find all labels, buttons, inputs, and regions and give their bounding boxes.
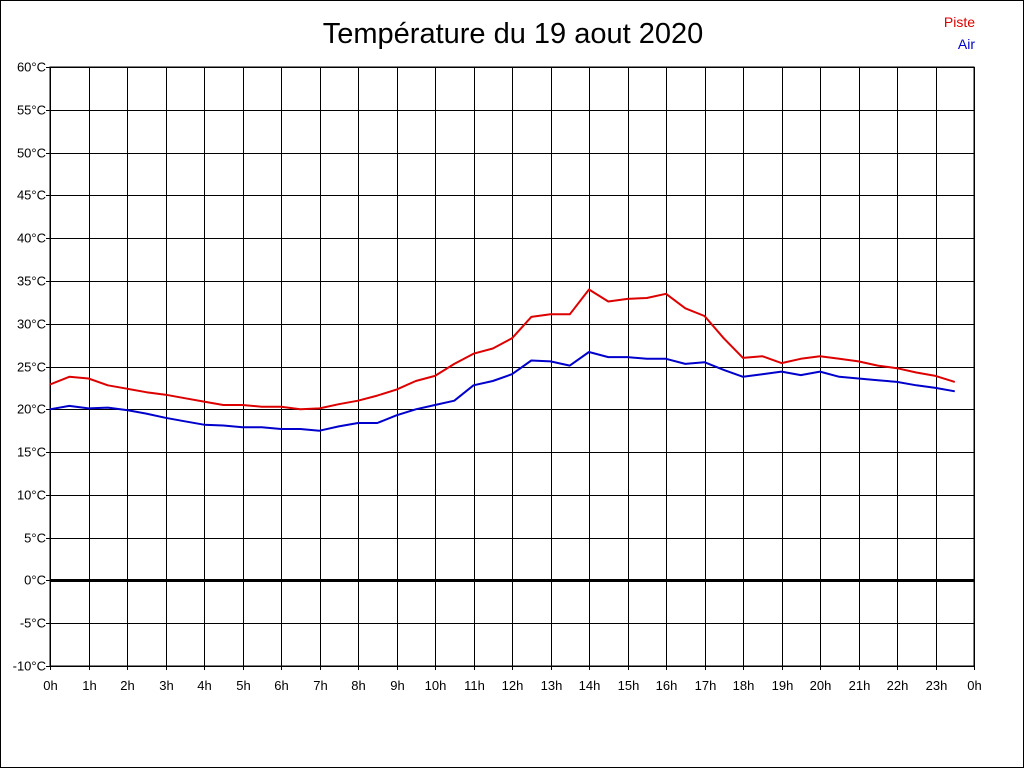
series-line-piste xyxy=(49,288,956,411)
legend-entry-air: Air xyxy=(957,36,975,52)
y-tick-label: 5°C xyxy=(24,531,46,546)
x-tick-label: 17h xyxy=(695,678,717,693)
x-tick-label: 12h xyxy=(502,678,524,693)
x-tick-label: 21h xyxy=(849,678,871,693)
chart-title: Température du 19 aout 2020 xyxy=(322,18,704,50)
x-tick-label: 7h xyxy=(313,678,327,693)
x-tick-label: 13h xyxy=(541,678,563,693)
x-tick-label: 4h xyxy=(197,678,211,693)
x-tick-label: 14h xyxy=(579,678,601,693)
grid-layer xyxy=(49,66,975,667)
y-tick-label: -5°C xyxy=(20,616,46,631)
y-tick-label: 55°C xyxy=(17,103,46,118)
y-tick-label: -10°C xyxy=(13,659,46,674)
y-tick-label: 60°C xyxy=(17,60,46,75)
series-layer xyxy=(49,288,956,432)
x-tick-label: 0h xyxy=(967,678,981,693)
y-tick-label: 40°C xyxy=(17,231,46,246)
y-tick-label: 30°C xyxy=(17,317,46,332)
x-tick-label: 18h xyxy=(733,678,755,693)
x-tick-label: 10h xyxy=(425,678,447,693)
x-tick-label: 16h xyxy=(656,678,678,693)
x-tick-label: 19h xyxy=(772,678,794,693)
y-tick-label: 0°C xyxy=(24,573,46,588)
x-tick-label: 15h xyxy=(618,678,640,693)
series-line-air xyxy=(49,351,955,432)
x-tick-label: 9h xyxy=(390,678,404,693)
x-tick-label: 0h xyxy=(43,678,57,693)
x-tick-label: 1h xyxy=(82,678,96,693)
y-tick-label: 50°C xyxy=(17,146,46,161)
axis-layer: 60°C 55°C 50°C 45°C 40°C 35°C 30°C 25°C 20°C 15°C… xyxy=(13,60,982,694)
y-tick-label: 15°C xyxy=(17,445,46,460)
legend-entry-piste: Piste xyxy=(943,14,975,30)
y-tick-label: 25°C xyxy=(17,360,46,375)
y-tick-label: 10°C xyxy=(17,488,46,503)
x-tick-label: 6h xyxy=(274,678,288,693)
y-tick-label: 20°C xyxy=(17,402,46,417)
x-tick-label: 20h xyxy=(810,678,832,693)
y-tick-label: 35°C xyxy=(17,274,46,289)
x-tick-label: 8h xyxy=(351,678,365,693)
x-tick-label: 22h xyxy=(887,678,909,693)
x-tick-label: 11h xyxy=(464,678,485,693)
x-tick-label: 5h xyxy=(236,678,250,693)
x-tick-label: 2h xyxy=(120,678,134,693)
x-tick-label: 3h xyxy=(159,678,173,693)
y-tick-label: 45°C xyxy=(17,188,46,203)
x-tick-label: 23h xyxy=(926,678,948,693)
